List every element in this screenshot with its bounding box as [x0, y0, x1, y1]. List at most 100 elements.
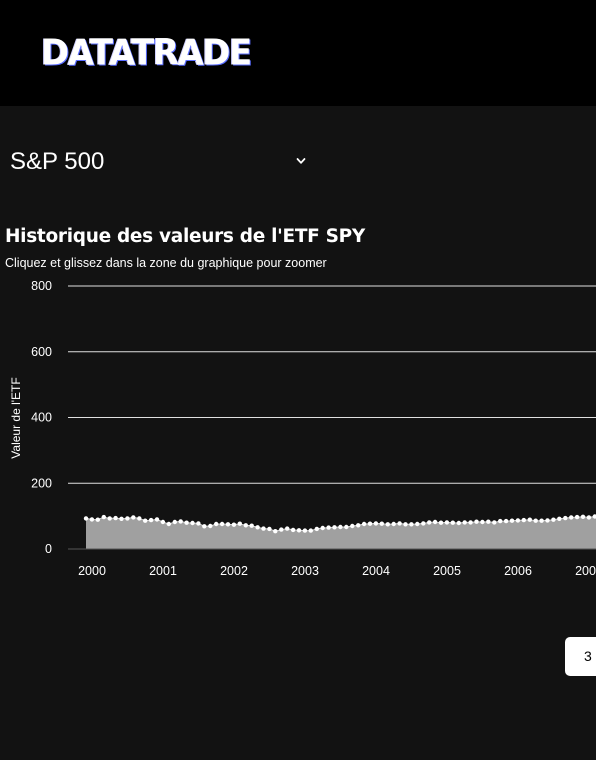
data-point[interactable] — [574, 514, 580, 520]
data-point[interactable] — [533, 518, 538, 523]
data-point[interactable] — [367, 521, 373, 526]
series-points[interactable] — [83, 514, 596, 534]
data-point[interactable] — [344, 524, 349, 530]
data-point[interactable] — [137, 516, 142, 521]
data-point[interactable] — [462, 520, 467, 525]
data-point[interactable] — [468, 520, 473, 525]
data-point[interactable] — [273, 529, 278, 534]
data-point[interactable] — [444, 520, 450, 525]
chart-title: Historique des valeurs de l'ETF SPY — [5, 226, 366, 247]
data-point[interactable] — [290, 527, 296, 533]
data-point[interactable] — [503, 518, 509, 524]
data-point[interactable] — [592, 514, 596, 519]
data-point[interactable] — [131, 515, 136, 520]
data-point[interactable] — [190, 520, 195, 526]
data-point[interactable] — [231, 522, 237, 527]
data-point[interactable] — [154, 517, 160, 522]
x-tick-label: 2005 — [433, 564, 461, 578]
data-point[interactable] — [415, 521, 420, 527]
pagination-button[interactable]: 3 — [565, 637, 596, 676]
data-point[interactable] — [361, 521, 367, 527]
data-point[interactable] — [332, 525, 337, 530]
data-point[interactable] — [326, 525, 331, 530]
data-point[interactable] — [214, 521, 219, 527]
data-point[interactable] — [373, 521, 379, 526]
data-point[interactable] — [569, 515, 574, 520]
data-point[interactable] — [172, 519, 177, 525]
data-point[interactable] — [308, 528, 313, 533]
data-point[interactable] — [356, 523, 361, 528]
data-point[interactable] — [202, 524, 207, 529]
data-point[interactable] — [397, 521, 402, 526]
data-point[interactable] — [492, 520, 497, 525]
y-tick-label: 200 — [31, 476, 52, 490]
data-point[interactable] — [580, 514, 586, 519]
data-point[interactable] — [450, 520, 455, 525]
area-fill[interactable] — [86, 516, 596, 549]
data-point[interactable] — [243, 523, 248, 528]
data-point[interactable] — [403, 522, 408, 527]
data-point[interactable] — [184, 520, 189, 525]
data-point[interactable] — [409, 522, 414, 527]
data-point[interactable] — [539, 518, 544, 523]
data-point[interactable] — [83, 516, 89, 521]
datatrade-logo[interactable]: DATATRADE — [41, 32, 252, 74]
data-point[interactable] — [285, 526, 290, 531]
data-point[interactable] — [196, 521, 201, 526]
data-point[interactable] — [125, 516, 130, 521]
x-tick-label: 2003 — [291, 564, 319, 578]
data-point[interactable] — [438, 520, 444, 525]
data-point[interactable] — [474, 519, 479, 524]
data-point[interactable] — [509, 518, 515, 523]
data-point[interactable] — [320, 525, 325, 531]
data-point[interactable] — [107, 516, 112, 521]
data-point[interactable] — [225, 522, 231, 527]
data-point[interactable] — [521, 517, 526, 523]
data-point[interactable] — [119, 516, 124, 521]
data-point[interactable] — [486, 519, 491, 524]
index-selector[interactable]: S&P 500 — [10, 146, 310, 180]
data-point[interactable] — [143, 518, 148, 523]
data-point[interactable] — [480, 519, 485, 525]
data-point[interactable] — [261, 526, 266, 531]
data-point[interactable] — [148, 517, 154, 523]
data-point[interactable] — [237, 521, 242, 526]
data-point[interactable] — [89, 517, 95, 522]
data-point[interactable] — [432, 519, 438, 525]
data-point[interactable] — [498, 518, 503, 524]
data-point[interactable] — [456, 520, 461, 526]
data-point[interactable] — [314, 526, 319, 532]
data-point[interactable] — [302, 528, 308, 533]
data-point[interactable] — [551, 517, 556, 522]
data-point[interactable] — [95, 517, 101, 522]
data-point[interactable] — [586, 515, 592, 520]
data-point[interactable] — [427, 520, 432, 525]
data-point[interactable] — [166, 521, 171, 527]
data-point[interactable] — [178, 519, 183, 524]
area-series[interactable] — [68, 515, 596, 550]
data-point[interactable] — [515, 518, 521, 523]
data-point[interactable] — [113, 515, 118, 521]
data-point[interactable] — [255, 525, 260, 530]
data-point[interactable] — [101, 514, 107, 520]
data-point[interactable] — [279, 527, 284, 532]
data-point[interactable] — [527, 517, 532, 522]
data-point[interactable] — [338, 524, 343, 530]
data-point[interactable] — [391, 521, 396, 527]
data-point[interactable] — [160, 519, 166, 525]
data-point[interactable] — [557, 516, 562, 521]
x-tick-label: 2002 — [220, 564, 248, 578]
x-tick-label: 2001 — [149, 564, 177, 578]
data-point[interactable] — [385, 522, 390, 527]
data-point[interactable] — [421, 521, 426, 526]
data-point[interactable] — [219, 521, 225, 527]
data-point[interactable] — [208, 523, 213, 529]
data-point[interactable] — [545, 518, 550, 523]
data-point[interactable] — [379, 521, 384, 526]
data-point[interactable] — [296, 528, 302, 533]
data-point[interactable] — [267, 526, 272, 532]
data-point[interactable] — [249, 523, 254, 528]
data-point[interactable] — [563, 515, 568, 521]
data-point[interactable] — [350, 523, 355, 529]
